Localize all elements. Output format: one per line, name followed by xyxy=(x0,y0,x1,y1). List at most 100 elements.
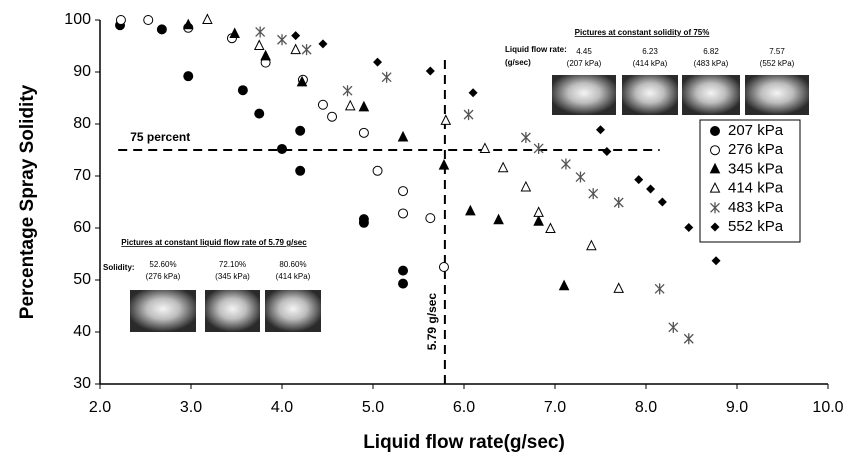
legend-label: 483 kPa xyxy=(728,199,784,216)
data-point xyxy=(143,15,154,25)
data-point xyxy=(237,85,248,96)
legend-marker xyxy=(709,162,721,174)
inset-caption: (414 kPa) xyxy=(276,272,311,281)
y-tick-label: 90 xyxy=(73,63,91,80)
data-point xyxy=(438,262,449,272)
y-axis-title: Percentage Spray Solidity xyxy=(17,84,38,319)
legend-label: 345 kPa xyxy=(728,160,784,177)
data-point xyxy=(255,26,266,38)
reference-label: 75 percent xyxy=(130,130,190,144)
data-point xyxy=(493,213,504,225)
data-point xyxy=(398,278,409,289)
inset-label: Solidity: xyxy=(103,263,135,272)
data-point xyxy=(290,43,301,55)
data-point xyxy=(397,130,409,142)
inset-caption: 6.82 xyxy=(703,47,719,56)
data-point xyxy=(318,39,328,49)
data-point xyxy=(291,31,301,41)
data-point xyxy=(545,222,556,234)
legend-box xyxy=(699,119,801,243)
data-point xyxy=(668,321,679,333)
data-point xyxy=(575,171,586,183)
inset-caption: 7.57 xyxy=(769,47,785,56)
inset-picture xyxy=(265,290,321,332)
data-point xyxy=(182,18,194,30)
data-point xyxy=(479,142,491,153)
y-tick-label: 70 xyxy=(73,167,91,184)
data-point xyxy=(497,161,509,173)
inset-title: Pictures at constant liquid flow rate of… xyxy=(121,238,307,247)
data-point xyxy=(229,27,240,39)
data-point xyxy=(358,217,369,228)
y-tick-label: 40 xyxy=(73,323,91,340)
y-tick-label: 100 xyxy=(64,11,91,28)
legend-marker xyxy=(710,126,720,136)
legend-marker xyxy=(710,145,720,156)
inset-title: Pictures at constant solidity of 75% xyxy=(575,28,710,37)
inset-picture xyxy=(682,75,740,115)
legend-label: 207 kPa xyxy=(728,122,784,139)
data-point xyxy=(711,256,721,266)
x-tick-label: 9.0 xyxy=(726,399,748,416)
data-point xyxy=(373,57,383,67)
data-point xyxy=(533,142,544,154)
inset-label: (g/sec) xyxy=(505,58,531,67)
data-point xyxy=(115,15,126,25)
inset-caption: 80.60% xyxy=(279,260,306,269)
inset-caption: (552 kPa) xyxy=(760,59,795,68)
inset-picture xyxy=(745,75,809,115)
x-tick-label: 8.0 xyxy=(635,399,657,416)
data-point xyxy=(342,85,353,97)
data-point xyxy=(468,88,478,98)
legend-marker xyxy=(710,222,720,232)
data-point xyxy=(277,34,287,46)
y-tick-label: 50 xyxy=(73,271,91,288)
data-point xyxy=(586,239,597,251)
inset-caption: (207 kPa) xyxy=(567,59,602,68)
data-point xyxy=(260,49,271,61)
legend-marker xyxy=(710,202,720,214)
data-point xyxy=(602,147,612,157)
data-point xyxy=(344,99,356,111)
data-point xyxy=(202,13,213,24)
x-tick-label: 6.0 xyxy=(453,399,475,416)
data-point xyxy=(657,197,667,207)
data-point xyxy=(372,165,383,176)
inset-caption: 72.10% xyxy=(219,260,246,269)
inset-caption: 4.45 xyxy=(576,47,592,56)
data-point xyxy=(654,283,665,295)
data-point xyxy=(634,175,644,185)
legend-marker xyxy=(709,181,721,193)
data-point xyxy=(358,127,369,138)
inset-picture xyxy=(622,75,678,115)
inset-caption: 6.23 xyxy=(642,47,658,56)
reference-label: 5.79 g/sec xyxy=(425,293,439,351)
data-point xyxy=(317,99,328,110)
x-tick-label: 2.0 xyxy=(89,399,111,416)
inset-label: Liquid flow rate: xyxy=(505,45,567,54)
inset-caption: 52.60% xyxy=(149,260,176,269)
data-point xyxy=(398,265,409,276)
data-point xyxy=(438,158,450,170)
data-point xyxy=(533,215,544,226)
data-point xyxy=(183,71,194,82)
data-point xyxy=(613,197,624,209)
inset-picture xyxy=(552,75,616,115)
data-point xyxy=(463,109,474,121)
x-tick-label: 5.0 xyxy=(362,399,384,416)
data-point xyxy=(533,206,544,217)
data-point xyxy=(588,188,599,200)
data-point xyxy=(358,100,370,112)
x-tick-label: 4.0 xyxy=(271,399,293,416)
data-point xyxy=(520,132,531,144)
inset-caption: (276 kPa) xyxy=(146,272,181,281)
data-point xyxy=(560,158,571,170)
data-point xyxy=(596,125,605,135)
data-point xyxy=(684,222,694,232)
inset-caption: (414 kPa) xyxy=(633,59,668,68)
data-point xyxy=(398,186,409,197)
data-point xyxy=(425,213,436,224)
y-tick-label: 80 xyxy=(73,115,91,132)
inset-picture xyxy=(205,290,260,332)
